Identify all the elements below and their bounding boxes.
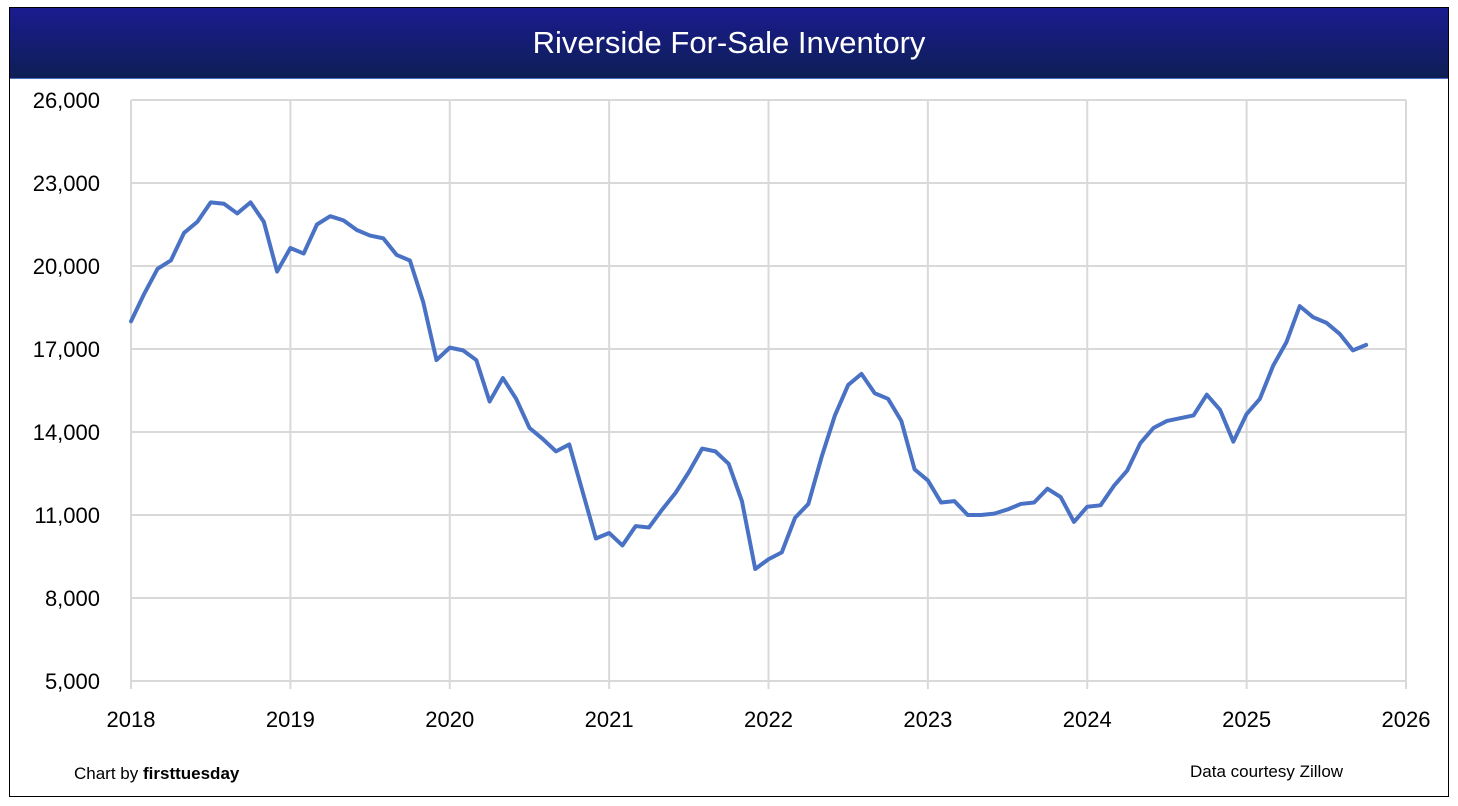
x-tick-label: 2018 xyxy=(107,707,156,732)
y-tick-label: 5,000 xyxy=(45,669,100,694)
y-tick-label: 20,000 xyxy=(33,254,100,279)
x-tick-label: 2019 xyxy=(266,707,315,732)
gridlines xyxy=(130,99,1407,689)
chart-credit: Chart by firsttuesday xyxy=(74,764,239,784)
series-layer xyxy=(129,200,1369,571)
chart-title: Riverside For-Sale Inventory xyxy=(532,25,926,60)
credit-prefix: Chart by xyxy=(74,764,143,783)
x-tick-label: 2023 xyxy=(903,707,952,732)
data-source: Data courtesy Zillow xyxy=(1190,762,1344,781)
y-tick-label: 8,000 xyxy=(45,586,100,611)
x-tick-label: 2026 xyxy=(1382,707,1431,732)
y-tick-label: 26,000 xyxy=(33,88,100,113)
credit-brand: firsttuesday xyxy=(142,764,240,783)
series-line xyxy=(129,200,1369,571)
y-tick-label: 17,000 xyxy=(33,337,100,362)
x-tick-label: 2021 xyxy=(585,707,634,732)
y-axis-ticks: 5,000 8,000 11,000 14,000 17,000 20,000 23,000… xyxy=(33,88,100,694)
x-tick-label: 2020 xyxy=(425,707,474,732)
y-tick-label: 11,000 xyxy=(34,503,100,528)
x-tick-label: 2025 xyxy=(1222,707,1271,732)
y-tick-label: 23,000 xyxy=(33,171,100,196)
x-axis-ticks: 2018 2019 2020 2021 2022 2023 2024 2025 2026 xyxy=(107,707,1431,732)
chart-frame xyxy=(9,7,1449,797)
x-tick-label: 2024 xyxy=(1063,707,1112,732)
title-bar: Riverside For-Sale Inventory xyxy=(10,8,1448,79)
x-tick-label: 2022 xyxy=(744,707,793,732)
y-tick-label: 14,000 xyxy=(33,420,100,445)
